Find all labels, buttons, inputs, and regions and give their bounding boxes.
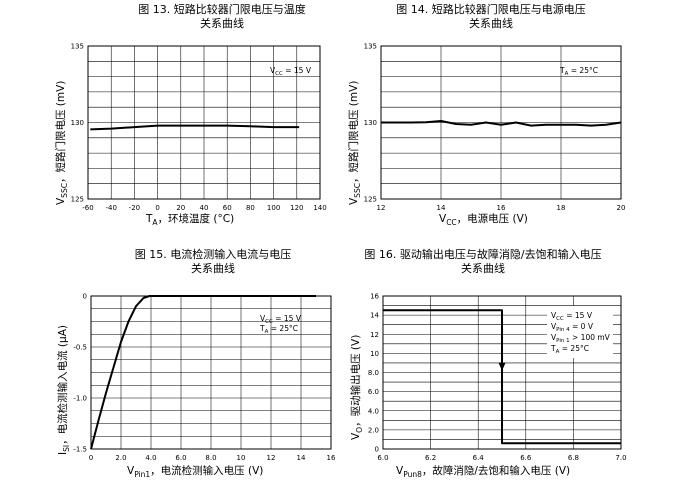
figure-15-title: 图 15. 电流检测输入电流与电压	[135, 247, 292, 261]
figure-13-y-ticks: 125 130 135	[71, 43, 84, 204]
y-tick-label: 12	[370, 331, 379, 339]
x-tick-label: 12	[377, 204, 386, 212]
x-tick-label: 6.6	[520, 454, 532, 462]
x-tick-label: 7.0	[615, 454, 626, 462]
x-tick-label: 18	[557, 204, 566, 212]
figure-13-series-line	[90, 124, 300, 131]
figure-14-subtitle: 关系曲线	[469, 16, 513, 30]
x-tick-label: -60	[82, 204, 93, 212]
figure-16-annotation-box	[547, 306, 613, 358]
x-tick-label: 6.8	[568, 454, 579, 462]
figure-15-x-axis-label: VPin1，电流检测输入电压 (V)	[127, 464, 263, 479]
x-tick-label: 6.2	[425, 454, 436, 462]
figure-14: 图 14. 短路比较器门限电压与电源电压 关系曲线 12 14 16 18 20 125…	[347, 2, 625, 227]
y-tick-label: 6.0	[368, 388, 379, 396]
figure-14-x-ticks: 12 14 16 18 20	[377, 204, 626, 212]
x-tick-label: 6.4	[473, 454, 485, 462]
figure-15-subtitle: 关系曲线	[191, 261, 235, 275]
y-tick-label: 14	[370, 312, 379, 320]
y-tick-label: -1.5	[73, 446, 87, 454]
x-tick-label: 0	[155, 204, 159, 212]
x-tick-label: 2.0	[115, 454, 126, 462]
figure-13-x-ticks: -60 -40 -20 0 20 40 60 80 100 120 140	[82, 204, 326, 212]
figure-16: 图 16. 驱动输出电压与故障消隐/去饱和输入电压 关系曲线 6.0 6.2 6.4…	[349, 247, 627, 479]
y-tick-label: 125	[364, 196, 377, 204]
x-tick-label: 10	[237, 454, 246, 462]
figure-15-annotation-vcc: VCC = 15 V	[260, 314, 302, 325]
figure-16-subtitle: 关系曲线	[461, 261, 505, 275]
figure-13-annotation-vcc: VCC = 15 V	[270, 66, 312, 77]
y-tick-label: 16	[370, 293, 379, 301]
x-tick-label: 14	[297, 454, 306, 462]
x-tick-label: 14	[437, 204, 446, 212]
figure-15-y-ticks: 0 -0.5 -1.0 -1.5	[73, 293, 87, 454]
x-tick-label: 60	[223, 204, 232, 212]
x-tick-label: 140	[313, 204, 326, 212]
y-tick-label: 8.0	[368, 369, 379, 377]
y-tick-label: -0.5	[73, 344, 87, 352]
figure-14-y-axis-label: VSSC，短路门限电压 (mV)	[347, 81, 362, 205]
figure-13-y-axis-label: VSSC，短路门限电压 (mV)	[54, 81, 69, 205]
figure-13-subtitle: 关系曲线	[200, 16, 244, 30]
x-tick-label: 4.0	[145, 454, 156, 462]
figure-13: 图 13. 短路比较器门限电压与温度 关系曲线 -60 -40 -20 0 20 40 60…	[54, 2, 327, 227]
figure-16-x-axis-label: VPun8，故障消隐/去饱和输入电压 (V)	[396, 464, 570, 479]
y-tick-label: 135	[71, 43, 84, 51]
figure-14-title: 图 14. 短路比较器门限电压与电源电压	[396, 2, 586, 16]
figure-15-x-ticks: 0 2.0 4.0 6.0 8.0 10 12 14 16	[89, 454, 336, 462]
figure-15: 图 15. 电流检测输入电流与电压 关系曲线 0 2.0 4.0 6.0 8.0 10 12…	[56, 247, 336, 479]
x-tick-label: 8.0	[205, 454, 216, 462]
figure-16-plot-frame	[382, 295, 622, 450]
y-tick-label: 10	[370, 350, 379, 358]
figure-13-x-axis-label: TA，环境温度 (°C)	[145, 212, 234, 227]
figure-14-grid	[381, 46, 621, 199]
figure-16-annotation-ta: TA = 25°C	[550, 344, 589, 355]
figure-14-annotation-ta: TA = 25°C	[559, 66, 598, 77]
figure-13-title: 图 13. 短路比较器门限电压与温度	[138, 2, 306, 16]
figure-15-grid	[91, 296, 331, 449]
y-tick-label: 4.0	[368, 407, 379, 415]
x-tick-label: 0	[89, 454, 93, 462]
x-tick-label: 80	[246, 204, 255, 212]
x-tick-label: 16	[497, 204, 506, 212]
figure-16-annotation-vpin4: VPin 4 = 0 V	[551, 322, 594, 333]
figure-13-grid	[88, 46, 320, 199]
figure-16-x-ticks: 6.0 6.2 6.4 6.6 6.8 7.0	[377, 454, 626, 462]
y-tick-label: 130	[364, 119, 377, 127]
y-tick-label: 135	[364, 43, 377, 51]
y-tick-label: 0	[375, 446, 379, 454]
x-tick-label: -40	[105, 204, 116, 212]
x-tick-label: 16	[327, 454, 336, 462]
y-tick-label: 125	[71, 196, 84, 204]
figure-14-x-axis-label: VCC，电源电压 (V)	[439, 212, 528, 227]
x-tick-label: 120	[290, 204, 303, 212]
x-tick-label: 6.0	[377, 454, 388, 462]
figure-14-series-line	[381, 120, 622, 127]
x-tick-label: 100	[267, 204, 280, 212]
figure-13-plot-frame	[87, 45, 321, 200]
x-tick-label: 6.0	[175, 454, 186, 462]
x-tick-label: 40	[200, 204, 209, 212]
figure-15-annotation-ta: TA = 25°C	[259, 324, 298, 335]
y-tick-label: 2.0	[368, 426, 379, 434]
y-tick-label: 130	[71, 119, 84, 127]
figure-14-y-ticks: 125 130 135	[364, 43, 377, 204]
figure-16-annotation-vcc: VCC = 15 V	[551, 311, 593, 322]
figure-15-y-axis-label: ISI，电流检测输入电流 (μA)	[56, 325, 71, 455]
figure-16-title: 图 16. 驱动输出电压与故障消隐/去饱和输入电压	[364, 247, 601, 261]
y-tick-label: -1.0	[73, 395, 87, 403]
x-tick-label: 20	[176, 204, 185, 212]
figure-15-series-line	[90, 295, 316, 450]
figure-16-arrow-down-icon	[498, 362, 506, 371]
figure-16-series-line	[383, 309, 621, 445]
figure-16-y-axis-label: VO，驱动输出电压 (V)	[349, 335, 364, 440]
y-tick-label: 0	[83, 293, 87, 301]
figure-16-annotation-vpin1: VPin 1 > 100 mV	[551, 333, 611, 344]
x-tick-label: -20	[129, 204, 140, 212]
figure-16-y-ticks: 0 2.0 4.0 6.0 8.0 10 12 14 16	[368, 293, 380, 454]
x-tick-label: 12	[267, 454, 276, 462]
x-tick-label: 20	[617, 204, 626, 212]
